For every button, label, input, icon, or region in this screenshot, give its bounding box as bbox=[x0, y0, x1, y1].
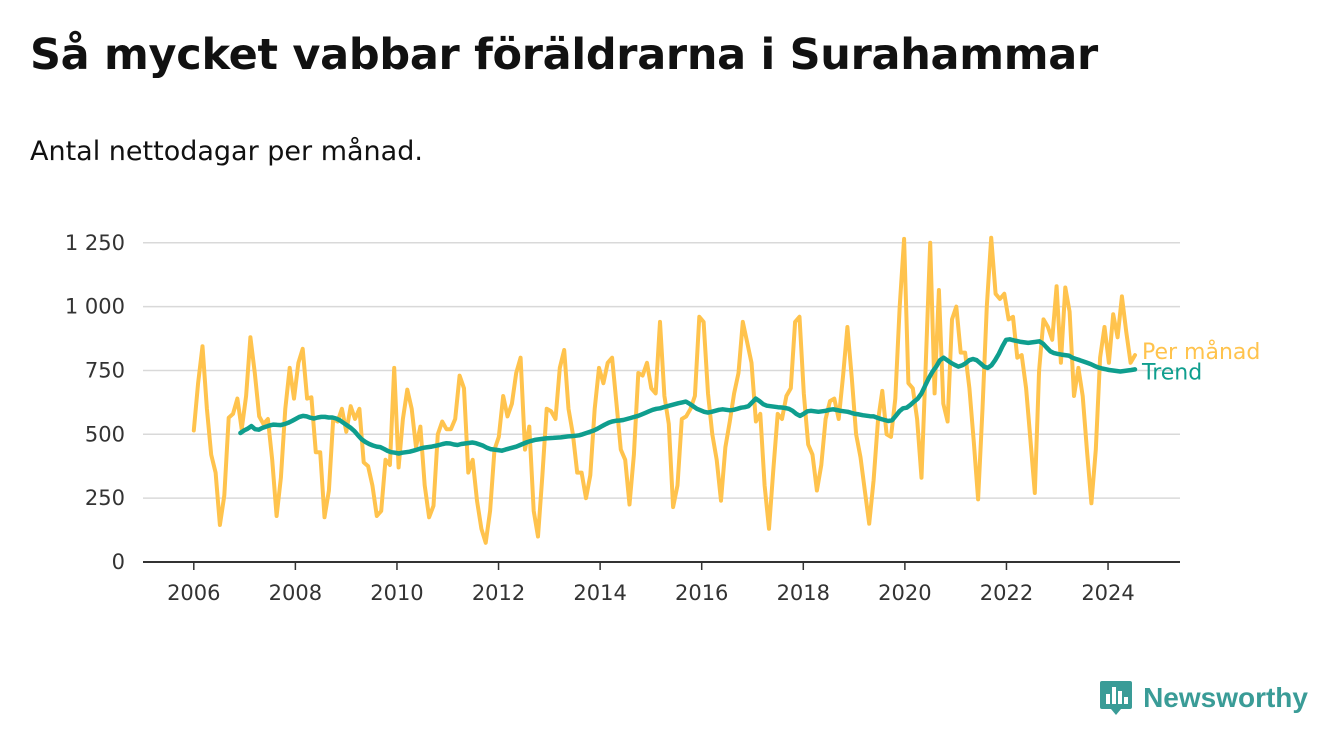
x-tick-label: 2018 bbox=[777, 581, 830, 605]
monthly-series-label: Per månad bbox=[1142, 339, 1260, 365]
monthly-series-line bbox=[191, 235, 1137, 545]
y-tick-label: 1 250 bbox=[65, 231, 125, 255]
bar-chart-speech-bubble-icon bbox=[1100, 681, 1133, 715]
y-tick-label: 500 bbox=[85, 422, 125, 446]
y-tick-label: 0 bbox=[112, 550, 125, 574]
x-axis: 2006 2008 2010 2012 2014 2016 2018 2020 2022 2024 bbox=[143, 561, 1180, 605]
chart-subtitle: Antal nettodagar per månad. bbox=[30, 136, 423, 167]
newsworthy-logo: Newsworthy bbox=[1099, 679, 1308, 717]
x-tick-label: 2016 bbox=[675, 581, 728, 605]
x-tick-label: 2012 bbox=[472, 581, 525, 605]
series-lines bbox=[191, 235, 1138, 545]
x-tick-label: 2006 bbox=[167, 581, 220, 605]
x-tick-label: 2008 bbox=[269, 581, 322, 605]
trend-series-line bbox=[238, 337, 1138, 456]
grid-lines: 0 250 500 750 1 000 1 250 bbox=[65, 231, 1180, 574]
x-tick-label: 2024 bbox=[1081, 581, 1134, 605]
trend-series-label: Trend bbox=[1141, 360, 1202, 385]
y-tick-label: 1 000 bbox=[65, 295, 125, 319]
x-tick-label: 2014 bbox=[573, 581, 626, 605]
x-tick-label: 2022 bbox=[980, 581, 1033, 605]
brand-name: Newsworthy bbox=[1143, 682, 1308, 713]
x-tick-label: 2020 bbox=[878, 581, 931, 605]
y-tick-label: 750 bbox=[85, 358, 125, 382]
y-tick-label: 250 bbox=[85, 486, 125, 510]
chart-title: Så mycket vabbar föräldrarna i Surahamma… bbox=[30, 30, 1098, 80]
x-tick-label: 2010 bbox=[370, 581, 423, 605]
